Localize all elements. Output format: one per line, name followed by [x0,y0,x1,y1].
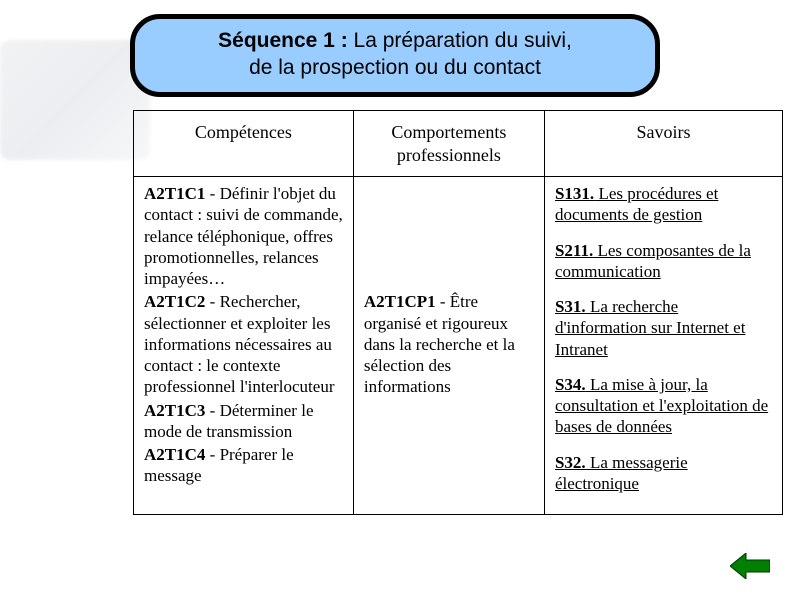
savoir-item: S34. La mise à jour, la consultation et … [555,374,772,438]
title-line1: Séquence 1 : La préparation du suivi, [155,27,635,54]
table-body-row: A2T1C1 - Définir l'objet du contact : su… [134,177,783,515]
slide-container: Séquence 1 : La préparation du suivi, de… [0,0,794,595]
title-box: Séquence 1 : La préparation du suivi, de… [130,14,660,97]
competence-item: A2T1C2 - Rechercher, sélectionner et exp… [144,291,343,397]
cell-competences: A2T1C1 - Définir l'objet du contact : su… [134,177,354,515]
comportement-item: A2T1CP1 - Être organisé et rigoureux dan… [364,291,534,397]
header-savoirs: Savoirs [544,111,782,177]
cell-savoirs: S131. Les procédures et documents de ges… [544,177,782,515]
savoir-item: S31. La recherche d'information sur Inte… [555,296,772,360]
header-competences: Compétences [134,111,354,177]
back-arrow-icon [730,553,770,579]
title-rest: La préparation du suivi, [354,29,572,52]
competence-item: A2T1C3 - Déterminer le mode de transmiss… [144,400,343,443]
back-button[interactable] [730,553,770,579]
title-line2: de la prospection ou du contact [155,54,635,81]
sequence-label: Séquence 1 : [218,29,353,52]
savoir-item: S32. La messagerie électronique [555,452,772,495]
header-comportements: Comportements professionnels [353,111,544,177]
competence-item: A2T1C1 - Définir l'objet du contact : su… [144,183,343,289]
table-header-row: Compétences Comportements professionnels… [134,111,783,177]
cell-comportements: A2T1CP1 - Être organisé et rigoureux dan… [353,177,544,515]
content-table: Compétences Comportements professionnels… [133,110,783,515]
savoir-item: S211. Les composantes de la communicatio… [555,240,772,283]
competence-item: A2T1C4 - Préparer le message [144,444,343,487]
savoir-item: S131. Les procédures et documents de ges… [555,183,772,226]
